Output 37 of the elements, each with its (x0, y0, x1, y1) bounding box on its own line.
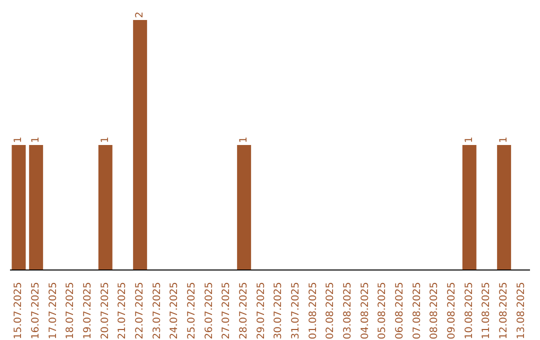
x-tick-label: 13.08.2025 (516, 282, 527, 340)
x-tick-label: 03.08.2025 (342, 282, 354, 340)
x-tick-label: 29.07.2025 (256, 282, 267, 340)
x-tick-label: 08.08.2025 (429, 282, 440, 340)
data-label: 1 (100, 136, 111, 143)
x-tick-label: 18.07.2025 (65, 282, 76, 340)
data-label: 1 (238, 136, 250, 143)
x-tick-label: 26.07.2025 (204, 282, 215, 340)
x-tick-label: 11.08.2025 (481, 282, 492, 340)
x-tick-label: 20.07.2025 (100, 282, 111, 340)
x-tick-label: 05.08.2025 (377, 282, 388, 340)
x-tick-label: 31.07.2025 (290, 282, 302, 340)
x-tick-label: 24.07.2025 (169, 282, 180, 340)
x-tick-label: 16.07.2025 (30, 282, 42, 340)
data-label: 1 (464, 136, 475, 143)
data-label: 1 (13, 136, 24, 143)
x-tick-label: 15.07.2025 (13, 282, 24, 340)
x-tick-label: 27.07.2025 (221, 282, 232, 340)
x-tick-label: 07.08.2025 (412, 282, 423, 340)
x-tick-label: 23.07.2025 (152, 282, 163, 340)
x-tick-label: 10.08.2025 (464, 282, 475, 340)
x-tick-label: 06.08.2025 (394, 282, 406, 340)
x-tick-label: 19.07.2025 (82, 282, 94, 340)
x-tick-label: 12.08.2025 (498, 282, 510, 340)
x-tick-label: 30.07.2025 (273, 282, 284, 340)
x-tick-label: 28.07.2025 (238, 282, 250, 340)
x-tick-label: 22.07.2025 (134, 282, 146, 340)
x-tick-label: 17.07.2025 (48, 282, 59, 340)
data-label: 2 (134, 12, 146, 18)
x-tick-label: 04.08.2025 (360, 282, 371, 340)
x-tick-label: 02.08.2025 (325, 282, 336, 340)
data-label: 1 (30, 136, 42, 143)
x-tick-label: 25.07.2025 (186, 282, 198, 340)
x-tick-label: 21.07.2025 (117, 282, 128, 340)
x-tick-label: 01.08.2025 (308, 282, 319, 340)
x-tick-label: 09.08.2025 (446, 282, 458, 340)
data-label: 1 (498, 136, 510, 143)
